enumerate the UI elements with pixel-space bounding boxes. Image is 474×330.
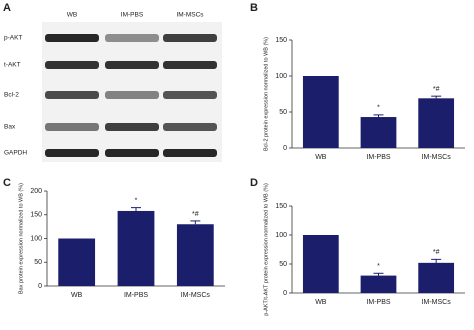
y-axis-label: Bax protein expression normalized to WB … — [18, 183, 24, 294]
lane-label: WB — [67, 12, 77, 19]
x-tick-label: IM-MSCs — [181, 292, 211, 299]
x-tick-label: IM-PBS — [366, 154, 390, 161]
row-label: Bcl-2 — [4, 92, 19, 99]
error-bar — [431, 95, 442, 99]
y-axis-label: p-AKT/t-AKT protein expression normalize… — [263, 183, 269, 316]
y-tick-label: 0 — [38, 283, 42, 290]
blot-band — [105, 91, 159, 99]
blot-band — [163, 91, 217, 99]
error-bar — [431, 258, 442, 263]
blot-band — [163, 61, 217, 69]
y-tick-label: 0 — [283, 290, 287, 297]
lane-label: IM-MSCs — [176, 12, 204, 19]
panel-letter: A — [3, 2, 11, 14]
bar — [302, 76, 339, 148]
blot-band — [45, 91, 99, 99]
y-tick-label: 50 — [279, 109, 287, 116]
significance-label: *# — [192, 211, 199, 218]
x-tick-label: WB — [71, 292, 83, 299]
blot-band — [163, 34, 217, 42]
row-label: GAPDH — [4, 150, 27, 157]
x-tick-label: IM-PBS — [366, 299, 390, 306]
significance-label: *# — [433, 86, 440, 93]
blot-band — [105, 123, 159, 131]
bar — [176, 224, 214, 286]
y-tick-label: 100 — [275, 232, 287, 239]
x-tick-label: IM-MSCs — [422, 299, 452, 306]
bar — [360, 117, 397, 148]
x-tick-label: IM-PBS — [124, 292, 148, 299]
bar — [117, 210, 155, 286]
blot-band — [45, 123, 99, 131]
bar — [418, 262, 455, 293]
x-tick-label: WB — [315, 299, 327, 306]
row-label: t-AKT — [4, 62, 21, 69]
significance-label: * — [377, 105, 380, 112]
y-tick-label: 100 — [30, 235, 42, 242]
x-tick-label: WB — [315, 154, 327, 161]
error-bar — [190, 220, 201, 225]
lane-label: IM-PBS — [121, 12, 144, 19]
panel-letter: C — [3, 177, 11, 189]
y-axis-label: Bcl-2 protein expression normalized to W… — [263, 37, 269, 151]
significance-label: *# — [433, 249, 440, 256]
bar — [58, 238, 96, 286]
error-bar — [373, 272, 384, 276]
significance-label: * — [135, 197, 138, 204]
blot-band — [163, 149, 217, 157]
panel-letter: B — [250, 2, 258, 14]
significance-label: * — [377, 263, 380, 270]
y-tick-label: 200 — [30, 188, 42, 195]
blot-band — [105, 34, 159, 42]
blot-band — [105, 61, 159, 69]
y-tick-label: 100 — [275, 73, 287, 80]
error-bar — [373, 114, 384, 118]
row-label: p-AKT — [4, 35, 22, 42]
y-tick-label: 50 — [279, 261, 287, 268]
panel-letter: D — [250, 177, 258, 189]
y-tick-label: 150 — [275, 203, 287, 210]
blot-band — [163, 123, 217, 131]
y-tick-label: 0 — [283, 145, 287, 152]
row-label: Bax — [4, 124, 16, 131]
bar — [302, 235, 339, 293]
x-tick-label: IM-MSCs — [422, 154, 452, 161]
blot-band — [45, 149, 99, 157]
error-bar — [131, 207, 141, 211]
blot-band — [105, 149, 159, 157]
blot-band — [45, 61, 99, 69]
bar — [418, 98, 455, 148]
y-tick-label: 150 — [275, 37, 287, 44]
bar — [360, 275, 397, 293]
y-tick-label: 150 — [30, 212, 42, 219]
y-tick-label: 50 — [34, 259, 42, 266]
blot-band — [45, 34, 99, 42]
